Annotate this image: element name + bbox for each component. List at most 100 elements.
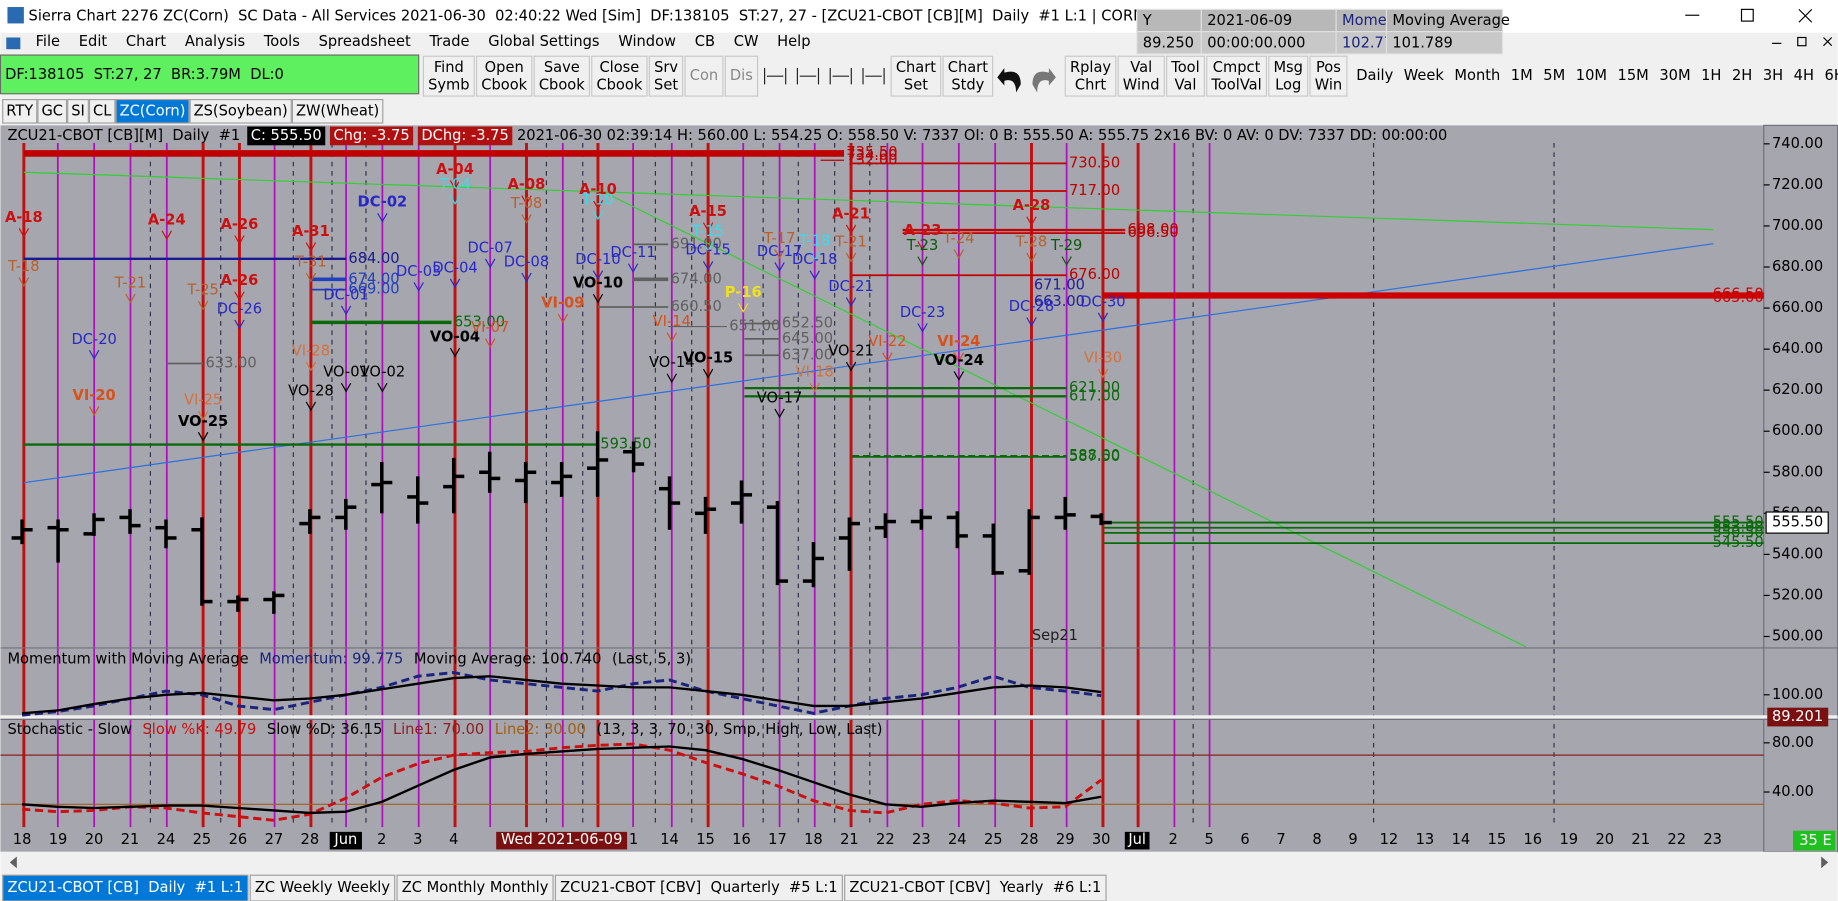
chart-tab[interactable]: ZC Weekly Weekly	[255, 879, 390, 896]
toolbar-button[interactable]	[942, 55, 994, 97]
symbol-tab[interactable]: ZW(Wheat)	[296, 102, 379, 119]
symbol-tab[interactable]: SI	[71, 102, 85, 119]
menu-item[interactable]: CB	[695, 33, 715, 50]
chart-tab[interactable]: ZCU21-CBOT [CBV] Quarterly #5 L:1	[560, 879, 838, 896]
toolbar-button-label[interactable]: Win	[1315, 77, 1342, 94]
toolbar-button-label[interactable]: Close	[599, 59, 639, 76]
toolbar-button[interactable]	[475, 55, 533, 97]
toolbar-button[interactable]	[1166, 55, 1205, 97]
toolbar-button[interactable]	[1064, 55, 1117, 97]
period-button[interactable]: 3H	[1763, 67, 1783, 84]
menu-item[interactable]: File	[36, 33, 60, 50]
toolbar-button-label[interactable]: Tool	[1170, 59, 1199, 76]
redo-icon[interactable]	[1032, 67, 1056, 93]
symbol-tab-bg[interactable]	[2, 99, 38, 124]
period-button[interactable]: Month	[1454, 67, 1500, 84]
menu-item[interactable]: Help	[777, 33, 810, 50]
toolbar-button-label[interactable]: ToolVal	[1210, 77, 1261, 94]
chart-tab-bg[interactable]	[249, 874, 396, 901]
toolbar-button-label[interactable]: Pos	[1316, 59, 1341, 76]
chart-tab-bg[interactable]	[396, 874, 554, 901]
toolbar-button-label[interactable]: Srv	[654, 59, 678, 76]
toolbar-button[interactable]	[648, 55, 684, 97]
scrollbar[interactable]	[0, 851, 1838, 873]
toolbar-button[interactable]	[1309, 55, 1348, 97]
period-button[interactable]: 5M	[1543, 67, 1565, 84]
symbol-tab-bg[interactable]	[67, 99, 89, 124]
toolbar-button[interactable]	[533, 55, 591, 97]
menu-item[interactable]: Trade	[428, 33, 469, 50]
period-button[interactable]: Week	[1404, 67, 1445, 84]
toolbar-button-label[interactable]: Symb	[428, 77, 469, 94]
menu-item[interactable]: Global Settings	[488, 33, 599, 50]
toolbar-button[interactable]	[724, 55, 759, 97]
undo-icon[interactable]	[997, 67, 1021, 93]
toolbar-button-label[interactable]: Cbook	[481, 77, 527, 94]
period-button[interactable]: 6H	[1825, 67, 1838, 84]
chart-tab-bg[interactable]	[2, 874, 249, 901]
symbol-tab[interactable]: CL	[93, 102, 112, 119]
toolbar-button-label[interactable]: Dis	[730, 67, 753, 84]
toolbar-button-label[interactable]: Log	[1275, 77, 1301, 94]
toolbar-button-label[interactable]: Chart	[948, 59, 988, 76]
chart-tab[interactable]: ZCU21-CBOT [CBV] Yearly #6 L:1	[849, 879, 1101, 896]
menu-item[interactable]: Chart	[126, 33, 166, 50]
toolbar-button-label[interactable]: Chart	[896, 59, 936, 76]
period-button[interactable]: 30M	[1659, 67, 1690, 84]
period-button[interactable]: 1M	[1511, 67, 1533, 84]
symbol-tab[interactable]: ZS(Soybean)	[194, 102, 288, 119]
symbol-tab[interactable]: GC	[41, 102, 63, 119]
window-controls[interactable]	[1685, 8, 1833, 47]
toolbar-button-label[interactable]: Stdy	[951, 77, 984, 94]
toolbar-button[interactable]	[1117, 55, 1165, 97]
menu-item[interactable]: CW	[734, 33, 759, 50]
toolbar-button[interactable]	[1268, 55, 1309, 97]
chart-tab[interactable]: ZC Monthly Monthly	[402, 879, 549, 896]
toolbar-button-label[interactable]: Save	[544, 59, 580, 76]
menu-item[interactable]: Analysis	[185, 33, 245, 50]
symbol-tab-bg[interactable]	[291, 99, 384, 124]
toolbar-button-label[interactable]: Rplay	[1070, 59, 1111, 76]
toolbar-button-label[interactable]: Set	[654, 77, 678, 94]
toolbar-button-label[interactable]: Find	[434, 59, 464, 76]
toolbar-button-label[interactable]: Con	[690, 67, 718, 84]
toolbar-button-label[interactable]: Open	[485, 59, 524, 76]
toolbar-button-label[interactable]: Msg	[1273, 59, 1303, 76]
symbol-tab-bg[interactable]	[88, 99, 116, 124]
symbol-tab[interactable]: ZC(Corn)	[120, 102, 186, 119]
menu-item[interactable]: Edit	[79, 33, 108, 50]
toolbar-icon[interactable]	[764, 67, 787, 85]
chart-tab-bg[interactable]	[844, 874, 1107, 901]
menu-item[interactable]: Window	[618, 33, 676, 50]
toolbar-button[interactable]	[684, 55, 724, 97]
toolbar-button-label[interactable]: Cmpct	[1213, 59, 1261, 76]
menu-item[interactable]: Spreadsheet	[319, 33, 411, 50]
period-button[interactable]: 4H	[1794, 67, 1814, 84]
toolbar-button[interactable]	[890, 55, 942, 97]
period-button[interactable]: 10M	[1576, 67, 1607, 84]
toolbar-button[interactable]	[1206, 55, 1268, 97]
toolbar-button-label[interactable]: Val	[1175, 77, 1197, 94]
chart-tab[interactable]: ZCU21-CBOT [CB] Daily #1 L:1	[7, 879, 243, 896]
toolbar-button-label[interactable]: Chrt	[1075, 77, 1106, 94]
toolbar-icon[interactable]	[796, 67, 820, 85]
period-button[interactable]: 2H	[1732, 67, 1752, 84]
toolbar-button-label[interactable]: Cbook	[539, 77, 585, 94]
toolbar-button[interactable]	[591, 55, 648, 97]
toolbar-button-label[interactable]: Cbook	[596, 77, 642, 94]
symbol-tab-bg[interactable]	[189, 99, 292, 124]
chart-tab-bg[interactable]	[554, 874, 843, 901]
toolbar-icon[interactable]	[829, 67, 852, 85]
toolbar-button-label[interactable]: Val	[1130, 59, 1152, 76]
symbol-tab[interactable]: RTY	[6, 102, 33, 119]
symbol-tab-bg[interactable]	[115, 99, 190, 124]
period-button[interactable]: Daily	[1356, 67, 1393, 84]
toolbar-button-label[interactable]: Set	[904, 77, 928, 94]
symbol-tab-bg[interactable]	[37, 99, 68, 124]
toolbar-button-label[interactable]: Wind	[1123, 77, 1160, 94]
period-button[interactable]: 1H	[1701, 67, 1721, 84]
toolbar-button[interactable]	[422, 55, 475, 97]
menu-item[interactable]: Tools	[263, 33, 300, 50]
toolbar-icon[interactable]	[862, 67, 885, 85]
period-button[interactable]: 15M	[1618, 67, 1649, 84]
